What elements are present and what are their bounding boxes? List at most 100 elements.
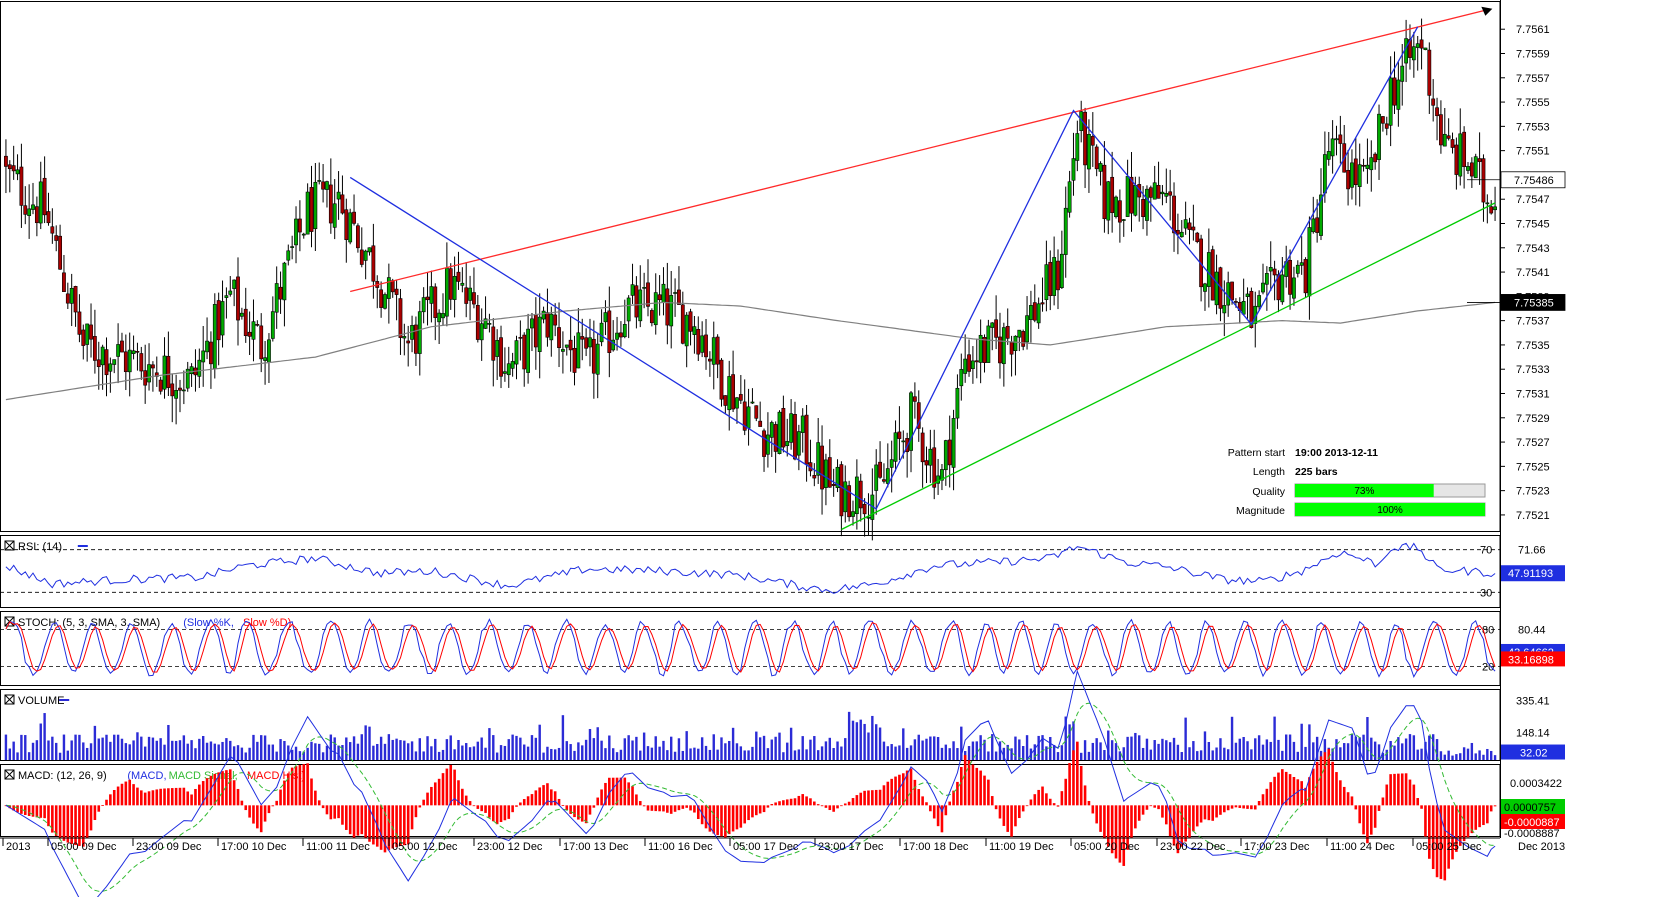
price-tick-label: 7.7561 [1516, 24, 1550, 36]
candle-body [897, 431, 902, 439]
macd-hist-bar [124, 781, 128, 806]
candle-body [673, 292, 677, 294]
volume-bar [20, 734, 23, 760]
volume-bar [967, 746, 971, 760]
candle-body [1234, 301, 1238, 303]
macd-hist-bar [383, 805, 387, 853]
candle-body [1481, 158, 1486, 203]
candle-body [1110, 176, 1115, 214]
candle-body [1280, 274, 1285, 303]
price-tick-label: 7.7535 [1516, 340, 1550, 352]
macd-hist-bar [712, 805, 716, 834]
volume-bar [894, 746, 897, 760]
volume-bar [1157, 743, 1160, 760]
macd-hist-bar [1451, 805, 1454, 860]
volume-bar [1114, 743, 1118, 760]
candle-body [723, 395, 728, 406]
candle-body [1156, 184, 1161, 199]
macd-hist-bar [592, 805, 596, 808]
macd-hist-bar [1095, 805, 1098, 824]
candle-body [820, 445, 824, 490]
macd-hist-bar [905, 770, 909, 806]
macd-hist-bar [1207, 805, 1211, 821]
macd-hist-bar [329, 805, 333, 820]
macd-hist-bar [1006, 805, 1010, 832]
candle-body [313, 181, 318, 230]
candle-body [4, 155, 8, 167]
macd-hist-bar [584, 805, 588, 824]
price-tick-label: 7.7541 [1516, 267, 1550, 279]
candle-body [1129, 176, 1134, 214]
macd-hist-bar [1435, 805, 1439, 878]
macd-hist-bar [998, 805, 1002, 819]
candle-body [680, 304, 685, 344]
volume-bar [592, 738, 596, 760]
volume-bar [51, 736, 54, 760]
volume-last-label: 32.02 [1520, 748, 1548, 760]
candle-body [309, 187, 314, 232]
candle-body [572, 347, 577, 373]
macd-hist-bar [1215, 805, 1218, 818]
volume-bar [1126, 736, 1129, 760]
candle-body [42, 177, 47, 216]
candle-body [116, 344, 121, 357]
volume-bar [925, 738, 928, 760]
volume-bar [1103, 750, 1106, 760]
volume-bar [519, 737, 522, 760]
candle-body [1009, 342, 1014, 355]
volume-bar [1296, 751, 1300, 760]
candle-body [23, 205, 28, 215]
volume-bar [515, 735, 518, 760]
candle-body [533, 314, 538, 348]
volume-bar [1207, 741, 1211, 760]
volume-bar [774, 736, 777, 760]
volume-bar [758, 737, 762, 760]
price-tick-label: 7.7537 [1516, 316, 1550, 328]
volume-bar [279, 739, 282, 760]
candle-body [89, 324, 93, 340]
macd-hist-bar [1486, 805, 1489, 824]
volume-bar [236, 745, 240, 760]
volume-bar [1285, 734, 1288, 760]
volume-bar [511, 734, 514, 760]
volume-bar [728, 740, 731, 760]
candle-body [773, 424, 778, 452]
volume-bar [1037, 735, 1040, 760]
macd-hist-bar [1153, 805, 1156, 808]
candle-body [580, 336, 585, 340]
macd-hist-bar [1462, 805, 1466, 842]
macd-hist-bar [1014, 805, 1017, 827]
volume-bar [909, 745, 913, 760]
volume-bar [809, 739, 812, 760]
candle-body [1415, 43, 1420, 48]
candle-body [986, 325, 991, 363]
volume-bar [658, 746, 661, 760]
volume-bar [194, 748, 197, 760]
volume-bar [1362, 734, 1365, 760]
candle-body [1396, 79, 1401, 110]
volume-bar [588, 728, 592, 760]
volume-bar [1416, 749, 1419, 760]
macd-hist-bar [646, 805, 650, 811]
macd-hist-bar [345, 805, 348, 830]
candle-body [816, 442, 821, 476]
macd-hist-bar [975, 767, 979, 806]
support-line [841, 202, 1496, 531]
macd-hist-bar [379, 805, 383, 850]
volume-bar [1331, 748, 1334, 760]
macd-hist-bar [1134, 805, 1137, 829]
macd-hist-bar [1114, 805, 1118, 859]
candle-body [990, 322, 995, 328]
volume-bar [368, 726, 371, 760]
price-tick-label: 7.7557 [1516, 73, 1550, 85]
volume-bar [983, 739, 986, 760]
volume-bar [499, 745, 503, 760]
macd-hist-bar [519, 802, 522, 806]
volume-bar [1072, 721, 1075, 760]
macd-hist-bar [457, 780, 460, 806]
macd-hist-bar [600, 789, 603, 806]
macd-hist-bar [333, 805, 337, 819]
macd-hist-bar [886, 781, 890, 806]
candle-body [414, 324, 418, 354]
